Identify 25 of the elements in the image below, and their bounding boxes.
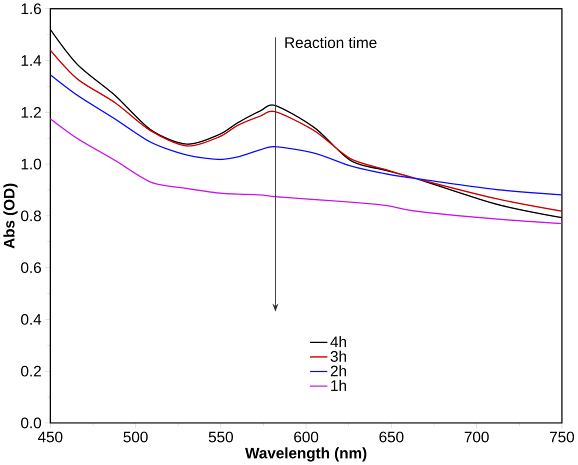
annotation: Reaction time — [285, 36, 377, 48]
legend-label: 2h — [330, 365, 346, 376]
y-tick-label: 0.0 — [21, 418, 42, 428]
x-tick-label: 600 — [294, 432, 318, 442]
legend-label: 1h — [331, 380, 346, 391]
y-tick-label: 1.6 — [22, 3, 41, 14]
legend-label: 4h — [330, 336, 346, 348]
x-tick-label: 450 — [38, 432, 62, 442]
y-tick-label: 0.6 — [21, 262, 41, 274]
x-tick-label: 500 — [123, 432, 148, 442]
x-tick-label: 550 — [208, 432, 233, 442]
line-series — [50, 118, 562, 224]
x-tick-label: 650 — [379, 432, 404, 442]
y-tick-label: 1.4 — [22, 55, 42, 66]
line-series — [50, 74, 562, 196]
y-axis-title: Abs (OD) — [3, 184, 18, 248]
x-axis-title: Wavelength (nm) — [245, 447, 366, 462]
legend-label: 3h — [330, 350, 346, 362]
y-tick-label: 1.0 — [22, 158, 42, 170]
y-tick-label: 0.8 — [21, 210, 41, 222]
y-tick-label: 0.2 — [21, 366, 41, 377]
x-tick-label: 700 — [464, 432, 489, 442]
y-tick-label: 1.2 — [22, 107, 41, 118]
x-tick-label: 750 — [550, 432, 574, 442]
y-tick-label: 0.4 — [21, 314, 42, 325]
